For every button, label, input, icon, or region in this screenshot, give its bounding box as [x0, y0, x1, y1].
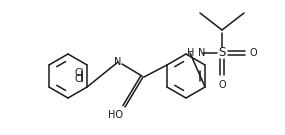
- Text: H: H: [187, 48, 194, 58]
- Text: O: O: [218, 80, 226, 90]
- Text: Cl: Cl: [75, 68, 84, 78]
- Text: Cl: Cl: [75, 74, 84, 84]
- Text: N: N: [114, 57, 122, 67]
- Text: O: O: [249, 48, 256, 58]
- Text: N: N: [198, 48, 205, 58]
- Text: S: S: [218, 46, 226, 60]
- Text: HO: HO: [108, 110, 123, 120]
